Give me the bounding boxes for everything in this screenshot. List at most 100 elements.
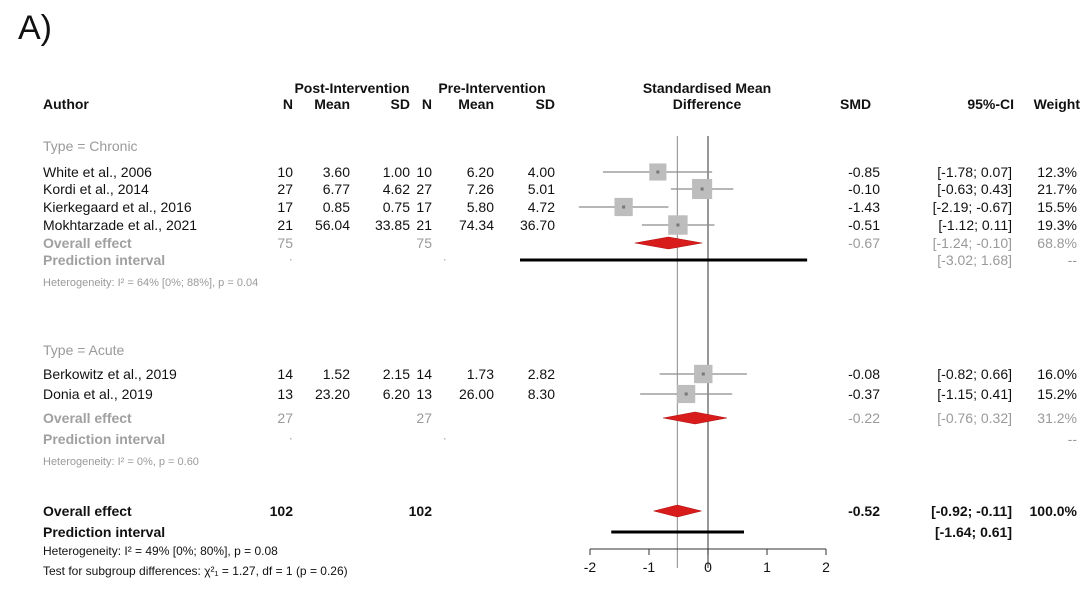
subgroup-overall-n-pre: 75 xyxy=(416,235,432,251)
overall-diamond xyxy=(653,504,702,518)
overall-prediction-label: Prediction interval xyxy=(43,524,166,540)
study-smd: -0.37 xyxy=(848,386,880,402)
study-sd-pre: 8.30 xyxy=(527,386,555,402)
prediction-dot-post xyxy=(290,259,292,261)
header-n-post: N xyxy=(282,96,293,112)
study-n-pre: 27 xyxy=(416,181,432,197)
header-weight: Weight xyxy=(1033,96,1080,112)
x-tick-label: -1 xyxy=(642,559,656,575)
subgroup-overall-smd: -0.67 xyxy=(848,235,880,251)
subgroup-overall-n-post: 27 xyxy=(277,410,293,426)
subgroup-overall-weight: 31.2% xyxy=(1037,410,1077,426)
study-sd-pre: 4.72 xyxy=(527,199,555,215)
study-ci: [-2.19; -0.67] xyxy=(932,199,1012,215)
header-author: Author xyxy=(43,96,89,112)
x-tick-label: -2 xyxy=(583,559,597,575)
subgroup-prediction-ci: [-3.02; 1.68] xyxy=(937,252,1012,268)
subgroup-label: Type = Acute xyxy=(43,342,125,358)
subgroup-prediction-weight: -- xyxy=(1067,431,1077,447)
subgroup-heterogeneity: Heterogeneity: I² = 64% [0%; 88%], p = 0… xyxy=(43,277,259,289)
subgroup-overall-label: Overall effect xyxy=(43,235,132,251)
study-n-post: 27 xyxy=(277,181,293,197)
subgroup-overall-smd: -0.22 xyxy=(848,410,880,426)
study-point xyxy=(656,170,660,174)
x-tick-label: 2 xyxy=(822,559,830,575)
header-smd: SMD xyxy=(840,96,872,112)
study-mean-pre: 7.26 xyxy=(466,181,494,197)
study-ci: [-0.82; 0.66] xyxy=(937,366,1012,382)
header-smd-line2: Difference xyxy=(672,96,742,112)
overall-prediction-ci: [-1.64; 0.61] xyxy=(934,524,1012,540)
study-point xyxy=(701,372,705,376)
header-mean-post: Mean xyxy=(314,96,350,112)
study-mean-post: 56.04 xyxy=(314,217,350,233)
x-tick-label: 1 xyxy=(763,559,771,575)
subgroup-overall-weight: 68.8% xyxy=(1037,235,1077,251)
study-n-post: 13 xyxy=(277,386,293,402)
study-sd-post: 2.15 xyxy=(382,366,410,382)
study-sd-post: 1.00 xyxy=(382,164,410,180)
study-smd: -0.10 xyxy=(848,181,880,197)
subgroup-overall-diamond xyxy=(663,411,727,425)
study-n-post: 17 xyxy=(277,199,293,215)
study-point xyxy=(684,392,688,396)
study-mean-pre: 74.34 xyxy=(458,217,494,233)
study-sd-pre: 5.01 xyxy=(527,181,555,197)
header-pre-intervention: Pre-Intervention xyxy=(438,80,546,96)
header-smd-line1: Standardised Mean xyxy=(642,80,772,96)
study-mean-pre: 5.80 xyxy=(466,199,494,215)
subgroup-difference-test: Test for subgroup differences: χ²₁ = 1.2… xyxy=(43,564,348,578)
study-author: Kordi et al., 2014 xyxy=(43,181,149,197)
subgroup-overall-n-pre: 27 xyxy=(416,410,432,426)
subgroup-heterogeneity: Heterogeneity: I² = 0%, p = 0.60 xyxy=(43,456,199,468)
overall-weight: 100.0% xyxy=(1029,503,1077,519)
header-mean-pre: Mean xyxy=(458,96,494,112)
study-sd-pre: 36.70 xyxy=(519,217,555,233)
overall-n-post: 102 xyxy=(269,503,293,519)
study-mean-pre: 6.20 xyxy=(466,164,494,180)
study-mean-post: 0.85 xyxy=(322,199,350,215)
study-author: Mokhtarzade et al., 2021 xyxy=(43,217,198,233)
study-smd: -1.43 xyxy=(848,199,880,215)
study-n-pre: 14 xyxy=(416,366,432,382)
overall-effect-label: Overall effect xyxy=(43,503,132,519)
study-mean-pre: 26.00 xyxy=(458,386,494,402)
prediction-dot-post xyxy=(290,438,292,440)
prediction-dot-pre xyxy=(444,259,446,261)
study-author: Berkowitz et al., 2019 xyxy=(43,366,177,382)
header-sd-post: SD xyxy=(390,96,410,112)
study-point xyxy=(622,205,626,209)
subgroup-overall-ci: [-1.24; -0.10] xyxy=(932,235,1012,251)
study-weight: 15.2% xyxy=(1037,386,1077,402)
study-n-post: 14 xyxy=(277,366,293,382)
study-n-pre: 10 xyxy=(416,164,432,180)
study-smd: -0.08 xyxy=(848,366,880,382)
study-ci: [-1.15; 0.41] xyxy=(937,386,1012,402)
study-weight: 16.0% xyxy=(1037,366,1077,382)
study-sd-post: 33.85 xyxy=(374,217,410,233)
header-ci: 95%-CI xyxy=(967,96,1014,112)
subgroup-prediction-label: Prediction interval xyxy=(43,252,166,268)
study-weight: 12.3% xyxy=(1037,164,1077,180)
subgroup-overall-diamond xyxy=(634,236,703,250)
overall-ci: [-0.92; -0.11] xyxy=(931,503,1012,519)
overall-n-pre: 102 xyxy=(408,503,432,519)
study-weight: 15.5% xyxy=(1037,199,1077,215)
study-weight: 21.7% xyxy=(1037,181,1077,197)
study-sd-post: 0.75 xyxy=(382,199,410,215)
study-mean-post: 23.20 xyxy=(314,386,350,402)
study-author: Kierkegaard et al., 2016 xyxy=(43,199,192,215)
study-point xyxy=(700,187,704,191)
subgroup-overall-ci: [-0.76; 0.32] xyxy=(937,410,1012,426)
x-tick-label: 0 xyxy=(704,559,712,575)
study-n-pre: 21 xyxy=(416,217,432,233)
header-n-pre: N xyxy=(421,96,432,112)
panel-label: A) xyxy=(18,9,52,47)
study-n-post: 10 xyxy=(277,164,293,180)
study-sd-pre: 2.82 xyxy=(527,366,555,382)
subgroup-label: Type = Chronic xyxy=(43,138,138,154)
study-n-pre: 17 xyxy=(416,199,432,215)
study-mean-post: 1.52 xyxy=(322,366,350,382)
study-ci: [-0.63; 0.43] xyxy=(937,181,1012,197)
